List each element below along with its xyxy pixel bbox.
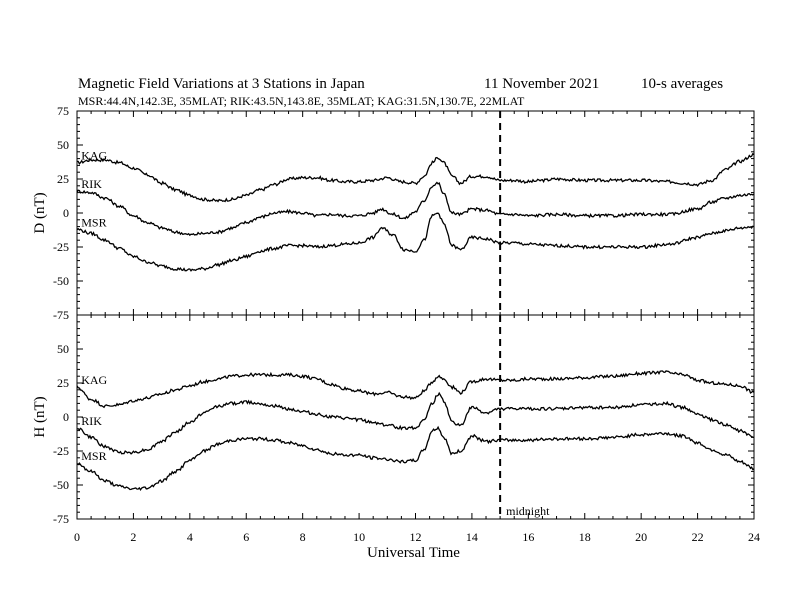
h-series-msr <box>76 425 755 492</box>
x-tick-label: 14 <box>466 530 478 544</box>
d-y-tick-label: 25 <box>57 172 69 186</box>
x-tick-label: 10 <box>353 530 365 544</box>
h-label-rik: RIK <box>81 414 102 428</box>
d-y-tick-label: 0 <box>63 206 69 220</box>
x-tick-label: 4 <box>187 530 193 544</box>
x-tick-label: 0 <box>74 530 80 544</box>
d-panel: -75 -50 -25 0 25 50 75 KAG RIK MSR <box>53 104 755 322</box>
x-tick-label: 6 <box>243 530 249 544</box>
x-tick-label: 18 <box>579 530 591 544</box>
x-tick-label: 24 <box>748 530 760 544</box>
d-y-tick-label: 75 <box>57 104 69 118</box>
d-series-msr <box>76 212 755 272</box>
h-y-tick-label: -50 <box>53 478 69 492</box>
x-tick-label: 2 <box>130 530 136 544</box>
d-series-rik <box>76 181 755 237</box>
chart-averaging: 10-s averages <box>641 76 723 92</box>
x-tick-label: 8 <box>300 530 306 544</box>
chart-date: 11 November 2021 <box>484 76 599 92</box>
x-axis-label: Universal Time <box>367 545 460 561</box>
h-label-kag: KAG <box>81 373 107 387</box>
d-y-axis-label: D (nT) <box>32 192 48 233</box>
h-y-tick-label: -75 <box>53 512 69 526</box>
d-label-kag: KAG <box>81 149 107 163</box>
h-y-tick-label: 0 <box>63 410 69 424</box>
x-tick-label: 16 <box>522 530 534 544</box>
chart-subtitle: MSR:44.4N,142.3E, 35MLAT; RIK:43.5N,143.… <box>78 94 525 108</box>
midnight-label: midnight <box>506 504 550 518</box>
d-series-kag <box>76 152 755 203</box>
h-series-kag <box>76 370 755 409</box>
d-y-tick-label: -75 <box>53 308 69 322</box>
x-tick-label: 12 <box>410 530 422 544</box>
d-panel-frame <box>76 110 755 316</box>
d-y-tick-label: -50 <box>53 274 69 288</box>
chart-title: Magnetic Field Variations at 3 Stations … <box>78 76 365 92</box>
h-y-tick-label: 50 <box>57 342 69 356</box>
x-tick-label: 22 <box>692 530 704 544</box>
d-y-tick-label: -25 <box>53 240 69 254</box>
h-label-msr: MSR <box>81 449 106 463</box>
d-y-tick-label: 50 <box>57 138 69 152</box>
d-label-rik: RIK <box>81 177 102 191</box>
h-panel-frame <box>76 314 755 520</box>
d-label-msr: MSR <box>81 215 106 229</box>
h-y-tick-label: -25 <box>53 444 69 458</box>
h-series-rik <box>76 391 755 455</box>
h-y-axis-label: H (nT) <box>32 396 48 437</box>
x-tick-label: 20 <box>635 530 647 544</box>
h-y-tick-label: 25 <box>57 376 69 390</box>
